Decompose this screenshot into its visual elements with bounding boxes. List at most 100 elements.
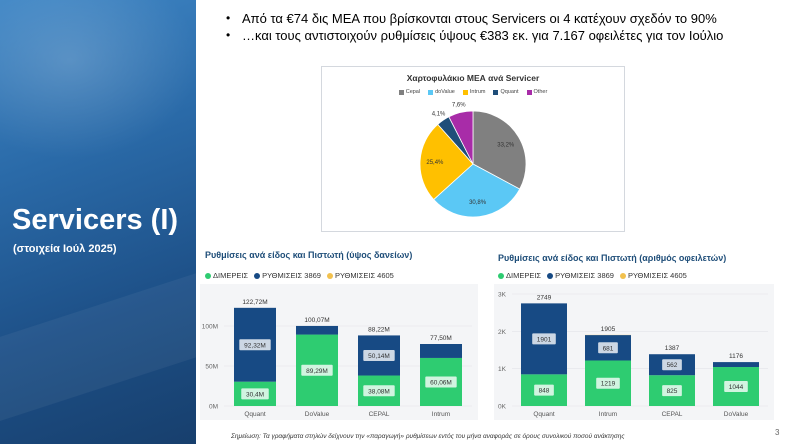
- data-label: 848: [539, 388, 550, 395]
- legend-label: ΡΥΘΜΙΣΕΙΣ 3869: [262, 271, 321, 280]
- legend-item: ΡΥΘΜΙΣΕΙΣ 4605: [619, 271, 687, 280]
- data-label: 50,14M: [368, 353, 390, 360]
- bar-segment: [713, 362, 759, 368]
- data-label-box: [363, 349, 395, 361]
- data-label: 60,06M: [430, 379, 452, 386]
- y-tick-label: 0M: [209, 404, 218, 411]
- bar-chart-count-legend: ΔΙΜΕΡΕΙΣ ΡΥΘΜΙΣΕΙΣ 3869 ΡΥΘΜΙΣΕΙΣ 4605: [498, 271, 687, 280]
- pie-legend-label: doValue: [435, 89, 455, 95]
- bar-chart-amount-frame: 0M 50M 100M 30,4M 92,32M 122,72M Qquant 89,29M 1…: [200, 284, 478, 420]
- data-label: 1044: [729, 384, 744, 391]
- legend-swatch: [493, 89, 499, 95]
- x-tick-label: Qquant: [533, 411, 555, 418]
- legend-dot: [547, 272, 554, 279]
- data-label: 1219: [601, 381, 616, 388]
- bar-chart-count-frame: 0K 1K 2K 3K 848 1901 2749 Qquant 1219 681 1905 Intr…: [494, 284, 774, 420]
- pie-slice: [472, 110, 527, 190]
- bullet-item: • Από τα €74 δις ΜΕΑ που βρίσκονται στου…: [226, 10, 786, 27]
- pie-slice: [448, 110, 474, 165]
- legend-dot: [254, 272, 261, 279]
- panel-glow: [0, 0, 196, 160]
- legend-item: ΡΥΘΜΙΣΕΙΣ 4605: [326, 271, 394, 280]
- bar-chart-amount-title: Ρυθμίσεις ανά είδος και Πιστωτή (ύψος δα…: [205, 250, 413, 260]
- legend-dot: [619, 272, 626, 279]
- data-label-box: [596, 377, 620, 389]
- pie-slice-label: 25,4%: [426, 160, 444, 166]
- total-label: 1387: [665, 345, 680, 352]
- pie-slice-label: 4,1%: [432, 112, 446, 118]
- legend-swatch: [428, 89, 434, 95]
- x-tick-label: CEPAL: [662, 411, 683, 418]
- pie-slice-label: 30,8%: [469, 200, 487, 206]
- y-tick-label: 3K: [498, 292, 507, 299]
- y-tick-label: 50M: [205, 364, 218, 371]
- total-label: 2749: [537, 294, 552, 301]
- pie-legend-item: Cepal: [398, 89, 421, 95]
- data-label: 30,4M: [246, 391, 264, 398]
- x-tick-label: Intrum: [432, 411, 450, 418]
- pie-legend-item: Qquant: [493, 89, 519, 95]
- page-number: 3: [775, 428, 780, 437]
- pie-slice-label: 33,2%: [497, 142, 515, 148]
- bar-chart-count-title: Ρυθμίσεις ανά είδος και Πιστωτή (αριθμός…: [498, 253, 727, 263]
- data-label: 38,08M: [368, 388, 390, 395]
- pie-legend-label: Cepal: [405, 89, 421, 95]
- bullet-text: …και τους αντιστοιχούν ρυθμίσεις ύψους €…: [242, 28, 724, 43]
- pie-legend-item: Other: [526, 89, 547, 95]
- footnote: Σημείωση: Τα γραφήματα στηλών δείχνουν τ…: [231, 433, 625, 440]
- legend-item: ΔΙΜΕΡΕΙΣ: [205, 271, 248, 280]
- pie-legend-item: doValue: [428, 89, 455, 95]
- section-title: Servicers (I): [12, 204, 179, 236]
- pie-chart-title: Χαρτοφυλάκιο ΜΕΑ ανά Servicer: [406, 73, 540, 83]
- total-label: 1176: [729, 353, 743, 360]
- y-tick-label: 2K: [498, 329, 507, 336]
- side-panel: Servicers (I) (στοιχεία Ιούλ 2025): [0, 0, 196, 444]
- data-label: 681: [603, 345, 614, 352]
- legend-label: ΔΙΜΕΡΕΙΣ: [506, 271, 542, 280]
- data-label: 92,32M: [244, 342, 266, 349]
- data-label-box: [425, 376, 457, 388]
- x-tick-label: Intrum: [599, 411, 617, 418]
- x-tick-label: DoValue: [305, 411, 330, 418]
- pie-legend: Cepal doValue Intrum Qquant Other: [322, 89, 624, 95]
- bullet-text: Από τα €74 δις ΜΕΑ που βρίσκονται στους …: [242, 11, 717, 26]
- total-label: 77,50M: [430, 335, 452, 342]
- total-label: 88,22M: [368, 326, 390, 333]
- data-label-box: [532, 333, 556, 345]
- y-tick-label: 0K: [498, 404, 507, 411]
- section-subtitle: (στοιχεία Ιούλ 2025): [13, 243, 117, 255]
- bullet-dot-icon: •: [226, 28, 231, 42]
- pie-chart-panel: Χαρτοφυλάκιο ΜΕΑ ανά Servicer Cepal doVa…: [321, 66, 625, 232]
- legend-dot: [498, 272, 504, 279]
- legend-label: ΡΥΘΜΙΣΕΙΣ 4605: [627, 271, 687, 280]
- legend-item: ΡΥΘΜΙΣΕΙΣ 3869: [547, 271, 614, 280]
- pie-legend-label: Qquant: [500, 89, 519, 95]
- data-label-box: [598, 342, 618, 354]
- data-label-box: [662, 385, 682, 397]
- x-tick-label: DoValue: [724, 411, 749, 418]
- pie-chart: 33,2% 30,8% 25,4% 4,1% 7,6%: [419, 103, 527, 218]
- pie-legend-item: Intrum: [462, 89, 486, 95]
- pie-legend-label: Intrum: [469, 89, 486, 95]
- legend-swatch: [398, 89, 404, 95]
- total-label: 1905: [601, 326, 616, 333]
- bar-chart-amount-legend: ΔΙΜΕΡΕΙΣ ΡΥΘΜΙΣΕΙΣ 3869 ΡΥΘΜΙΣΕΙΣ 4605: [205, 271, 394, 280]
- legend-swatch: [526, 89, 532, 95]
- data-label-box: [724, 381, 748, 393]
- data-label: 89,29M: [306, 368, 328, 375]
- legend-label: ΔΙΜΕΡΕΙΣ: [213, 271, 249, 280]
- data-label: 1901: [537, 336, 552, 343]
- data-label-box: [662, 359, 682, 371]
- data-label-box: [241, 388, 269, 400]
- x-tick-label: CEPAL: [369, 411, 390, 418]
- legend-item: ΔΙΜΕΡΕΙΣ: [498, 271, 541, 280]
- pie-slice: [433, 163, 521, 218]
- data-label-box: [363, 385, 395, 397]
- panel-band: [0, 252, 196, 428]
- bar-chart-amount: 0M 50M 100M 30,4M 92,32M 122,72M Qquant 89,29M 1…: [202, 299, 472, 418]
- bullet-dot-icon: •: [226, 11, 231, 25]
- x-tick-label: Qquant: [244, 411, 266, 418]
- data-label-box: [239, 339, 271, 351]
- y-tick-label: 1K: [498, 366, 507, 373]
- total-label: 100,07M: [304, 317, 329, 324]
